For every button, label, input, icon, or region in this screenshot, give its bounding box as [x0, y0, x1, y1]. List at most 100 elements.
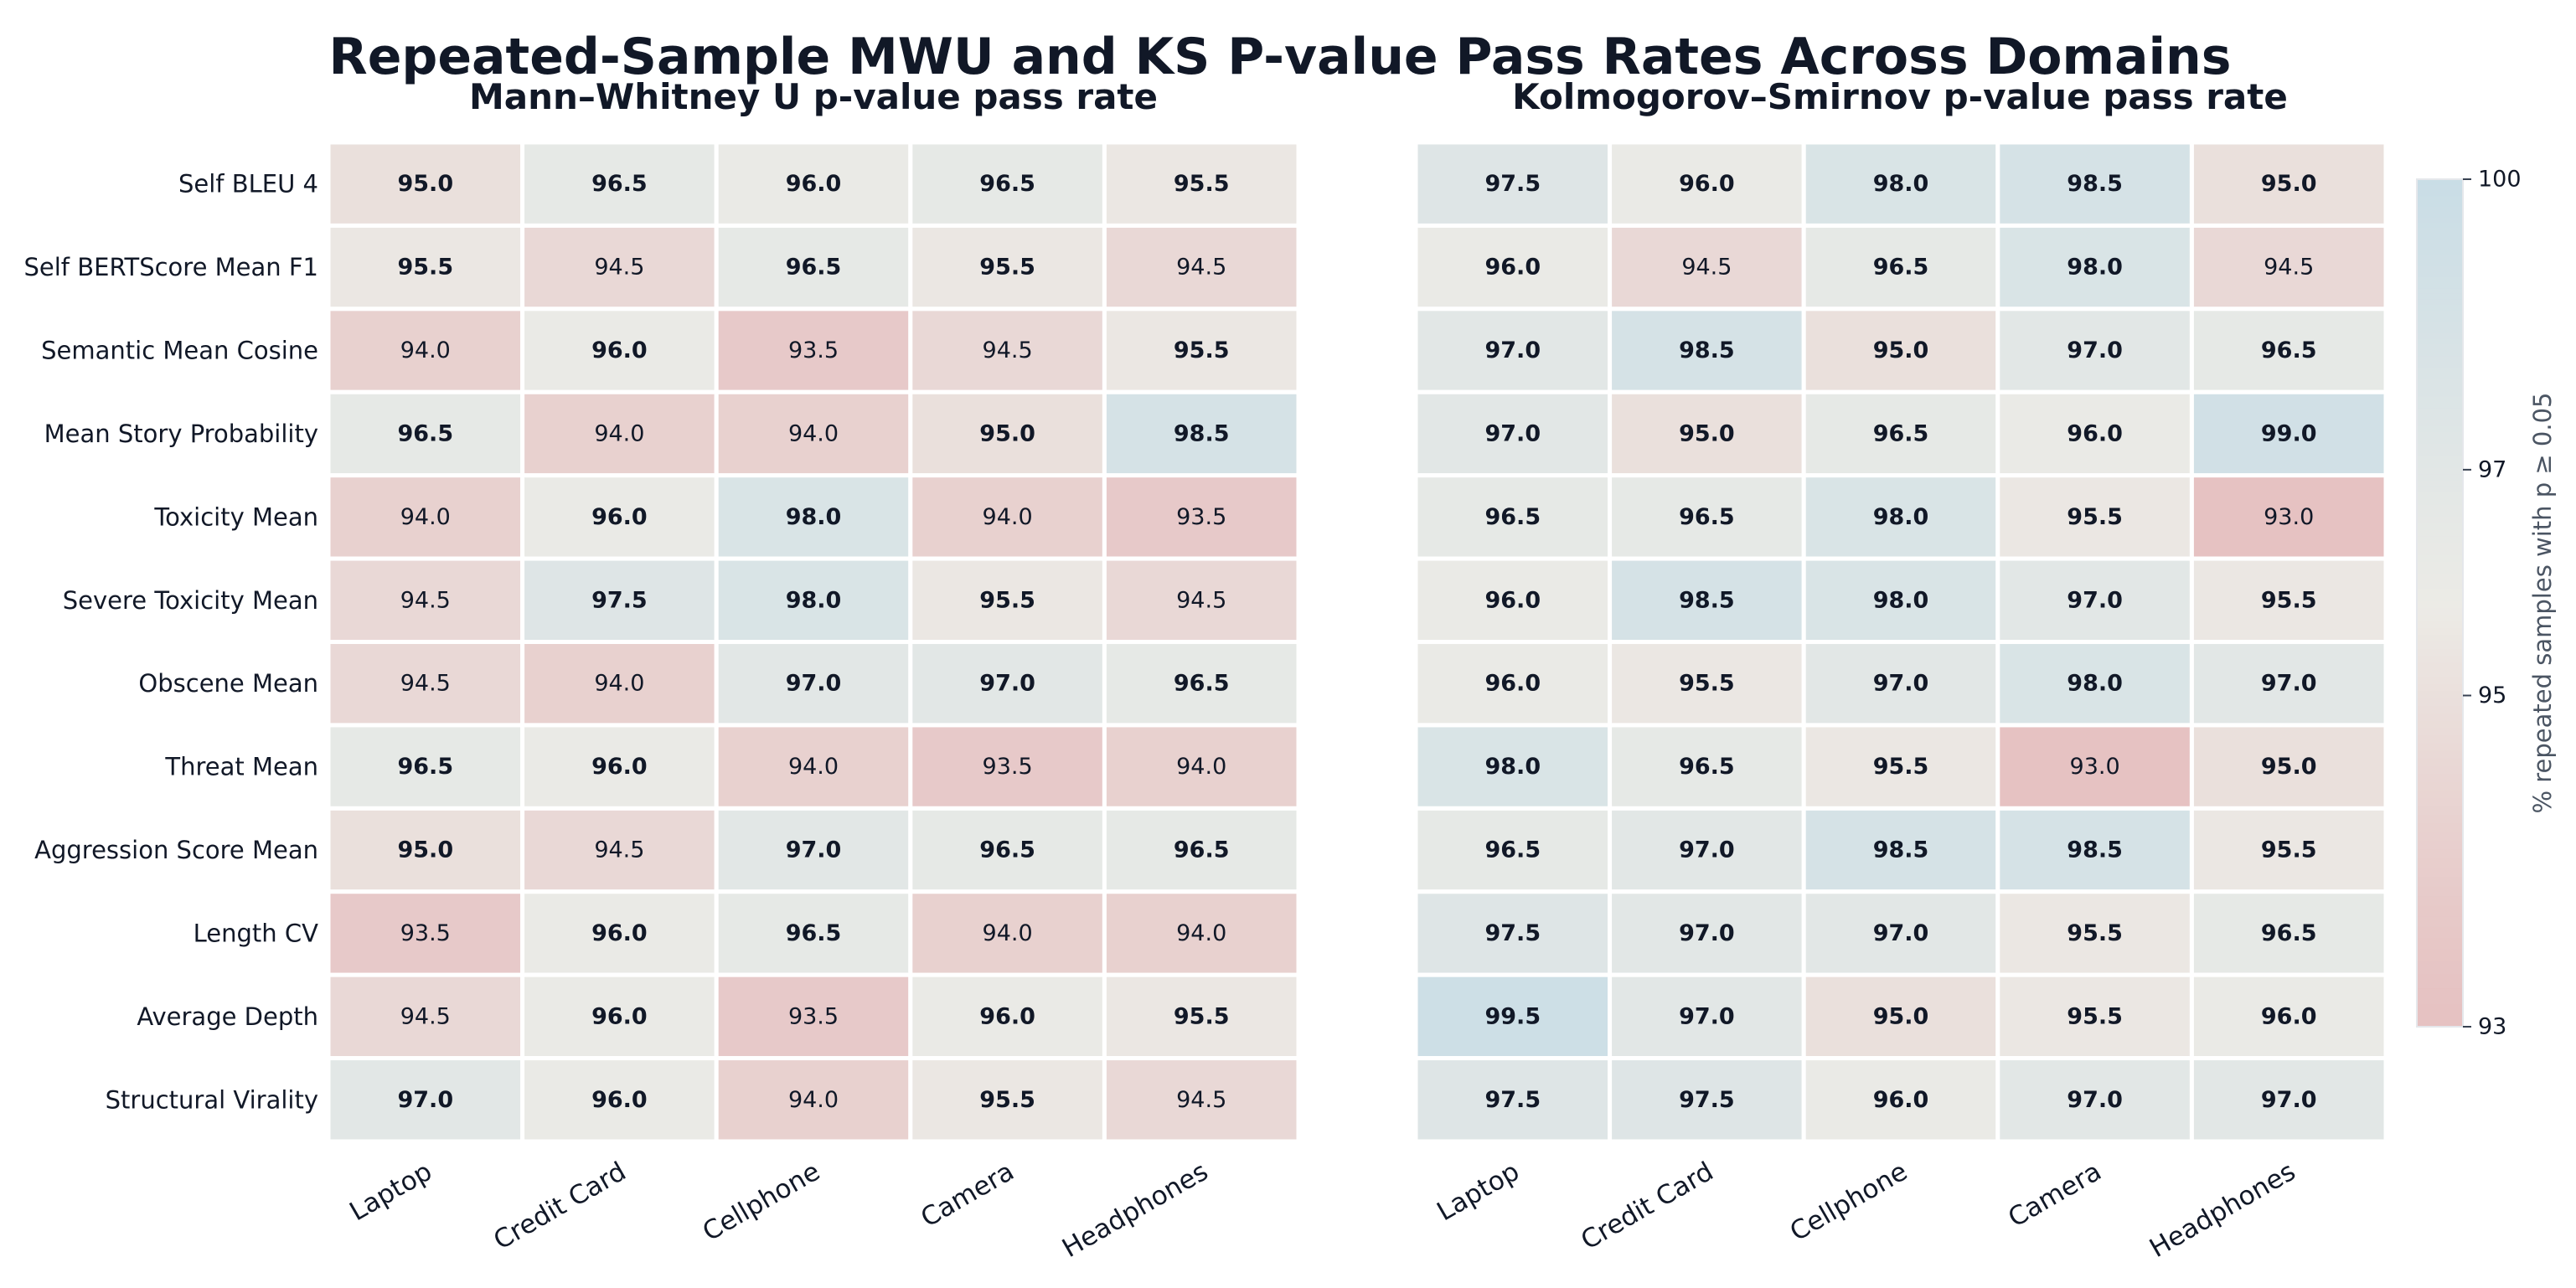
- ks-cell-toxicity-mean-headphones: [2189, 473, 2388, 561]
- ks-cell-label: 96.0: [1873, 1087, 1929, 1113]
- colorbar-segment: [2417, 343, 2463, 351]
- mwu-cell-aggression-score-mean-laptop: [326, 806, 525, 894]
- colorbar-segment: [2417, 449, 2463, 456]
- colorbar-segment: [2417, 321, 2463, 328]
- ks-cell-toxicity-mean-laptop: [1413, 473, 1613, 561]
- ks-column-label-headphones: Headphones: [2145, 1157, 2300, 1264]
- ks-cell-label: 95.5: [2261, 587, 2317, 613]
- ks-cell-toxicity-mean-credit-card: [1608, 473, 1806, 561]
- ks-cell-label: 95.5: [2067, 504, 2123, 530]
- mwu-cell-severe-toxicity-mean-cellphone: [714, 556, 913, 644]
- colorbar-segment: [2417, 885, 2463, 897]
- colorbar-segment: [2417, 516, 2463, 524]
- ks-cell-label: 97.0: [1873, 920, 1929, 946]
- ks-cell-label: 96.0: [1484, 671, 1541, 697]
- ks-cell-structural-virality-cellphone: [1801, 1056, 2000, 1144]
- colorbar-segment: [2417, 789, 2463, 799]
- colorbar-segment: [2417, 479, 2463, 487]
- colorbar-segment: [2417, 690, 2463, 698]
- colorbar-segment: [2417, 442, 2463, 451]
- colorbar-segment: [2417, 727, 2463, 736]
- mwu-cell-label: 94.0: [400, 337, 451, 363]
- colorbar-segment: [2417, 813, 2463, 824]
- ks-cell-label: 98.0: [2067, 671, 2123, 697]
- mwu-cell-label: 94.5: [400, 587, 451, 613]
- ks-cell-self-bertscore-mean-f1-headphones: [2189, 223, 2388, 312]
- colorbar-segment: [2417, 662, 2463, 670]
- mwu-cell-semantic-mean-cosine-cellphone: [714, 307, 913, 394]
- mwu-cell-label: 97.0: [786, 837, 842, 863]
- mwu-cell-label: 95.0: [397, 171, 453, 197]
- mwu-cell-label: 95.5: [979, 587, 1035, 613]
- mwu-cell-label: 96.5: [397, 420, 453, 446]
- colorbar-segment: [2417, 466, 2463, 475]
- mwu-cell-label: 95.5: [397, 255, 453, 281]
- ks-cell-label: 94.5: [2264, 255, 2314, 281]
- ks-cell-label: 96.0: [1484, 587, 1541, 613]
- ks-cell-length-cv-laptop: [1413, 889, 1613, 977]
- ks-cell-label: 95.5: [1679, 671, 1735, 697]
- colorbar-segment: [2417, 276, 2463, 283]
- colorbar-segment: [2417, 287, 2463, 294]
- ks-cell-label: 98.0: [1873, 504, 1929, 530]
- colorbar-segment: [2417, 473, 2463, 481]
- colorbar-segment: [2417, 606, 2463, 615]
- ks-cell-label: 93.0: [2070, 754, 2120, 780]
- mwu-cell-toxicity-mean-laptop: [326, 473, 525, 561]
- ks-cell-obscene-mean-headphones: [2189, 640, 2388, 728]
- mwu-cell-label: 96.0: [591, 920, 648, 946]
- colorbar-segment: [2417, 389, 2463, 397]
- colorbar-segment: [2417, 395, 2463, 403]
- ks-cell-label: 96.5: [1873, 420, 1929, 446]
- colorbar-segment: [2417, 600, 2463, 608]
- colorbar-segment: [2417, 757, 2463, 766]
- colorbar-segment: [2417, 523, 2463, 530]
- colorbar-segment: [2417, 195, 2463, 202]
- colorbar-segment: [2417, 211, 2463, 218]
- colorbar-segment: [2417, 574, 2463, 582]
- colorbar-tick-label: 93: [2478, 1014, 2506, 1040]
- ks-cell-threat-mean-laptop: [1413, 723, 1613, 811]
- mwu-cell-label: 94.0: [983, 504, 1033, 530]
- mwu-cell-label: 93.5: [983, 754, 1033, 780]
- ks-cell-label: 97.5: [1484, 171, 1541, 197]
- ks-cell-label: 94.5: [1681, 255, 1732, 281]
- mwu-cell-mean-story-probability-cellphone: [714, 389, 913, 478]
- row-label-self-bleu-4: Self BLEU 4: [178, 170, 318, 198]
- ks-cell-mean-story-probability-headphones: [2189, 389, 2388, 478]
- ks-cell-label: 96.5: [1679, 754, 1735, 780]
- colorbar-segment: [2417, 528, 2463, 537]
- colorbar-segment: [2417, 227, 2463, 234]
- colorbar-segment: [2417, 179, 2463, 186]
- row-label-toxicity-mean: Toxicity Mean: [153, 502, 318, 531]
- colorbar-segment: [2417, 580, 2463, 589]
- row-label-structural-virality: Structural Virality: [106, 1085, 318, 1114]
- mwu-cell-label: 96.5: [397, 754, 453, 780]
- mwu-cell-label: 96.5: [979, 171, 1035, 197]
- ks-cell-structural-virality-credit-card: [1608, 1056, 1806, 1144]
- mwu-cell-toxicity-mean-credit-card: [520, 473, 719, 561]
- mwu-cell-self-bertscore-mean-f1-camera: [908, 223, 1107, 312]
- colorbar-segment: [2417, 1003, 2463, 1028]
- colorbar-segment: [2417, 641, 2463, 649]
- colorbar-segment: [2417, 254, 2463, 261]
- ks-cell-severe-toxicity-mean-headphones: [2189, 556, 2388, 644]
- ks-cell-label: 98.0: [1484, 754, 1541, 780]
- ks-cell-label: 96.5: [1484, 837, 1541, 863]
- ks-cell-severe-toxicity-mean-laptop: [1413, 556, 1613, 644]
- colorbar-segment: [2417, 773, 2463, 782]
- colorbar-segment: [2417, 719, 2463, 729]
- colorbar-segment: [2417, 548, 2463, 556]
- ks-cell-aggression-score-mean-laptop: [1413, 806, 1613, 894]
- mwu-cell-severe-toxicity-mean-headphones: [1102, 556, 1301, 644]
- ks-column-label-cellphone: Cellphone: [1785, 1157, 1913, 1248]
- ks-cell-label: 96.0: [1679, 171, 1735, 197]
- mwu-cell-aggression-score-mean-camera: [908, 806, 1107, 894]
- mwu-cell-label: 94.5: [1176, 587, 1226, 613]
- colorbar-segment: [2417, 668, 2463, 677]
- ks-cell-threat-mean-cellphone: [1801, 723, 2000, 811]
- mwu-column-label-credit-card: Credit Card: [488, 1157, 631, 1256]
- colorbar-segment: [2417, 915, 2463, 927]
- mwu-cell-label: 95.5: [1174, 337, 1230, 363]
- mwu-cell-label: 96.5: [591, 171, 648, 197]
